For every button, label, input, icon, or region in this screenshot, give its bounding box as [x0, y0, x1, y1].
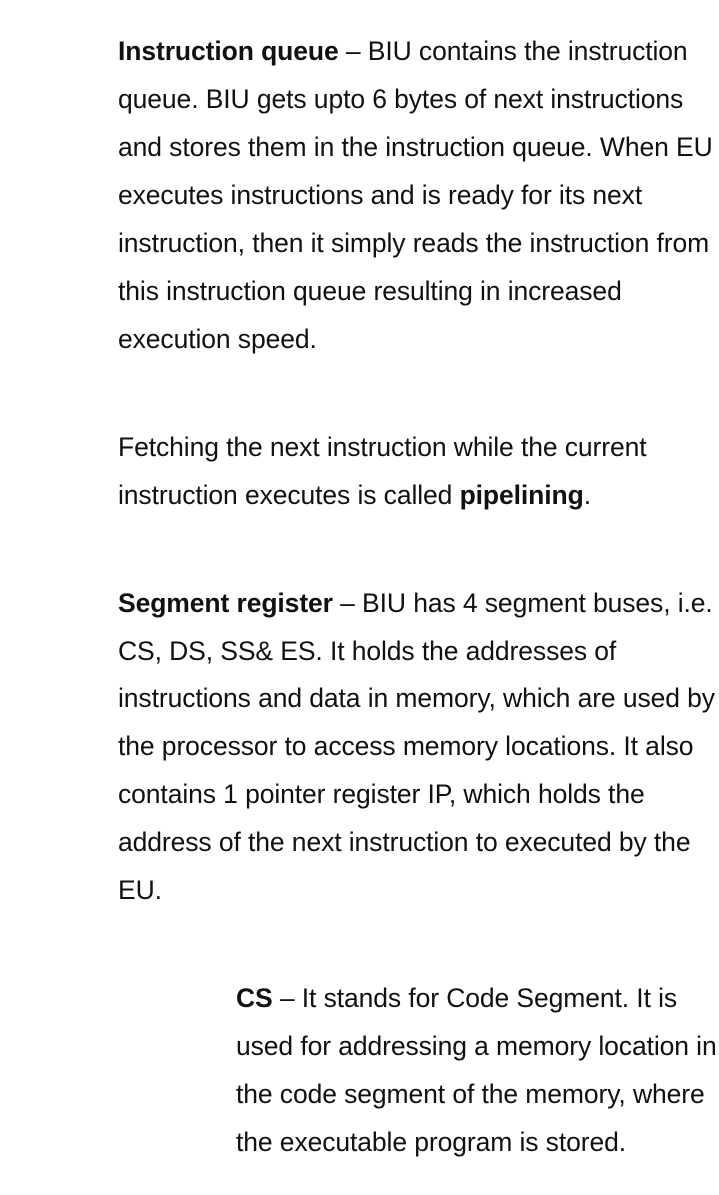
text-cs-body: – It stands for Code Segment. It is used…	[236, 983, 717, 1157]
term-segment-register: Segment register	[118, 588, 333, 618]
paragraph-segment-register: Segment register – BIU has 4 segment bus…	[118, 580, 719, 916]
text-pipelining-post: .	[584, 480, 591, 510]
text-instruction-queue-body: – BIU contains the instruction queue. BI…	[118, 36, 713, 354]
paragraph-cs: CS – It stands for Code Segment. It is u…	[118, 975, 719, 1167]
paragraph-instruction-queue: Instruction queue – BIU contains the ins…	[118, 28, 719, 364]
paragraph-pipelining: Fetching the next instruction while the …	[118, 424, 719, 520]
text-segment-register-body: – BIU has 4 segment buses, i.e. CS, DS, …	[118, 588, 715, 906]
term-pipelining: pipelining	[460, 480, 584, 510]
document-body: Instruction queue – BIU contains the ins…	[0, 0, 719, 1195]
term-cs: CS	[236, 983, 273, 1013]
term-instruction-queue: Instruction queue	[118, 36, 339, 66]
